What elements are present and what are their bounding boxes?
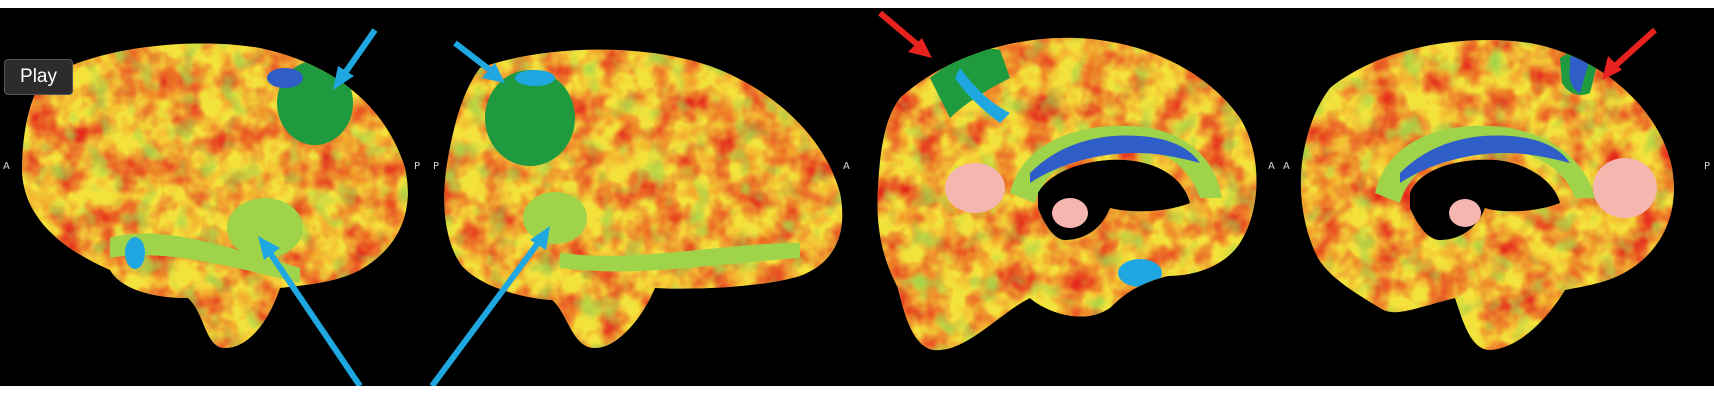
brain-scan-viewer: Play A P P A A A A P [0, 8, 1714, 386]
orientation-label: P [1704, 161, 1711, 172]
orientation-label: A [1268, 161, 1275, 172]
orientation-label: P [433, 161, 440, 172]
arrow-blue-2 [453, 40, 505, 83]
arrow-blue-4 [429, 226, 550, 386]
arrow-blue-3 [258, 236, 363, 386]
orientation-label: A [1283, 161, 1290, 172]
arrow-blue-1 [333, 28, 378, 90]
orientation-label: P [414, 161, 421, 172]
orientation-label: A [3, 161, 10, 172]
arrow-red-1 [878, 10, 932, 58]
brain-scan-image [0, 8, 1714, 386]
play-button[interactable]: Play [4, 59, 73, 95]
orientation-label: A [843, 161, 850, 172]
arrow-red-2 [1602, 27, 1658, 80]
